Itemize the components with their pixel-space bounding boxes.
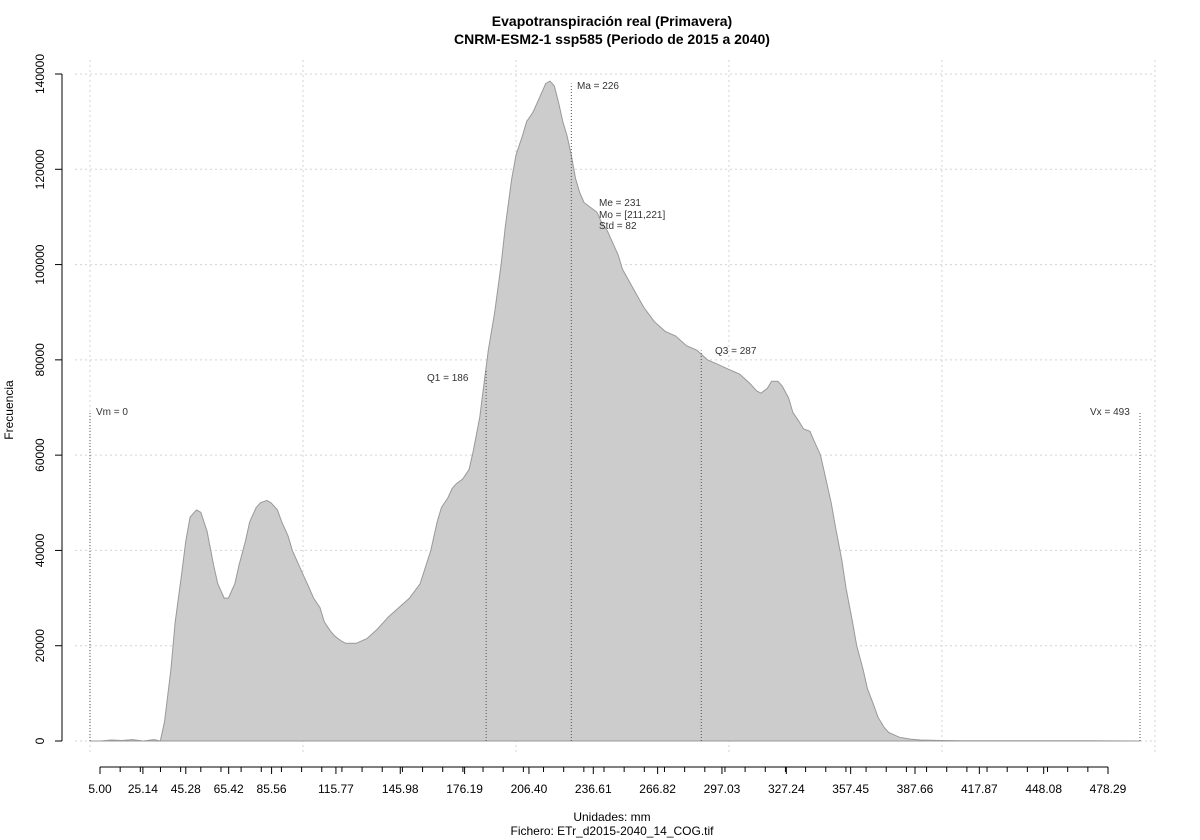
annotation-q3: Q3 = 287 [715, 346, 757, 357]
file-footer: Fichero: ETr_d2015-2040_14_COG.tif [511, 824, 715, 838]
x-tick-label: 297.03 [704, 782, 741, 796]
x-tick-label: 206.40 [511, 782, 548, 796]
density-polygon [90, 80, 1141, 742]
annotation-mode: Mo = [211,221] [599, 210, 665, 221]
annotation-ma: Ma = 226 [577, 81, 619, 92]
x-tick-label: 387.66 [897, 782, 934, 796]
x-tick-label: 417.87 [961, 782, 998, 796]
statistic-lines [89, 83, 1141, 741]
annotation-vm: Vm = 0 [96, 407, 128, 418]
y-tick-label: 120000 [33, 149, 47, 189]
y-tick-label: 60000 [33, 438, 47, 472]
x-tick-label: 357.45 [832, 782, 869, 796]
x-tick-label: 45.28 [171, 782, 201, 796]
x-tick-label: 176.19 [446, 782, 483, 796]
annotation-vx: Vx = 493 [1090, 407, 1130, 418]
y-tick-label: 140000 [33, 54, 47, 94]
annotation-q1: Q1 = 186 [427, 373, 469, 384]
x-tick-label: 448.08 [1025, 782, 1062, 796]
x-tick-label: 5.00 [88, 782, 112, 796]
x-tick-label: 85.56 [257, 782, 287, 796]
x-tick-label: 65.42 [214, 782, 244, 796]
annotation-std: Std = 82 [599, 221, 637, 232]
x-tick-label: 145.98 [382, 782, 419, 796]
annotation-median: Me = 231 [599, 198, 641, 209]
x-tick-label: 266.82 [639, 782, 676, 796]
x-tick-label: 478.29 [1090, 782, 1127, 796]
x-axis-label: Unidades: mm [573, 810, 650, 824]
y-tick-label: 100000 [33, 244, 47, 284]
chart-subtitle: CNRM-ESM2-1 ssp585 (Periodo de 2015 a 20… [454, 31, 770, 47]
x-tick-label: 327.24 [768, 782, 805, 796]
x-tick-label: 25.14 [128, 782, 158, 796]
y-tick-label: 80000 [33, 343, 47, 377]
x-tick-label: 236.61 [575, 782, 612, 796]
x-tick-label: 115.77 [318, 782, 354, 796]
y-tick-label: 0 [33, 737, 47, 744]
y-tick-label: 40000 [33, 533, 47, 567]
y-axis-label: Frecuencia [2, 380, 16, 440]
y-tick-label: 20000 [33, 629, 47, 663]
axes: 0 20000 40000 60000 80000 100000 120000 140000 5… [33, 54, 1127, 796]
density-area [90, 80, 1141, 742]
chart-title: Evapotranspiración real (Primavera) [492, 13, 732, 29]
